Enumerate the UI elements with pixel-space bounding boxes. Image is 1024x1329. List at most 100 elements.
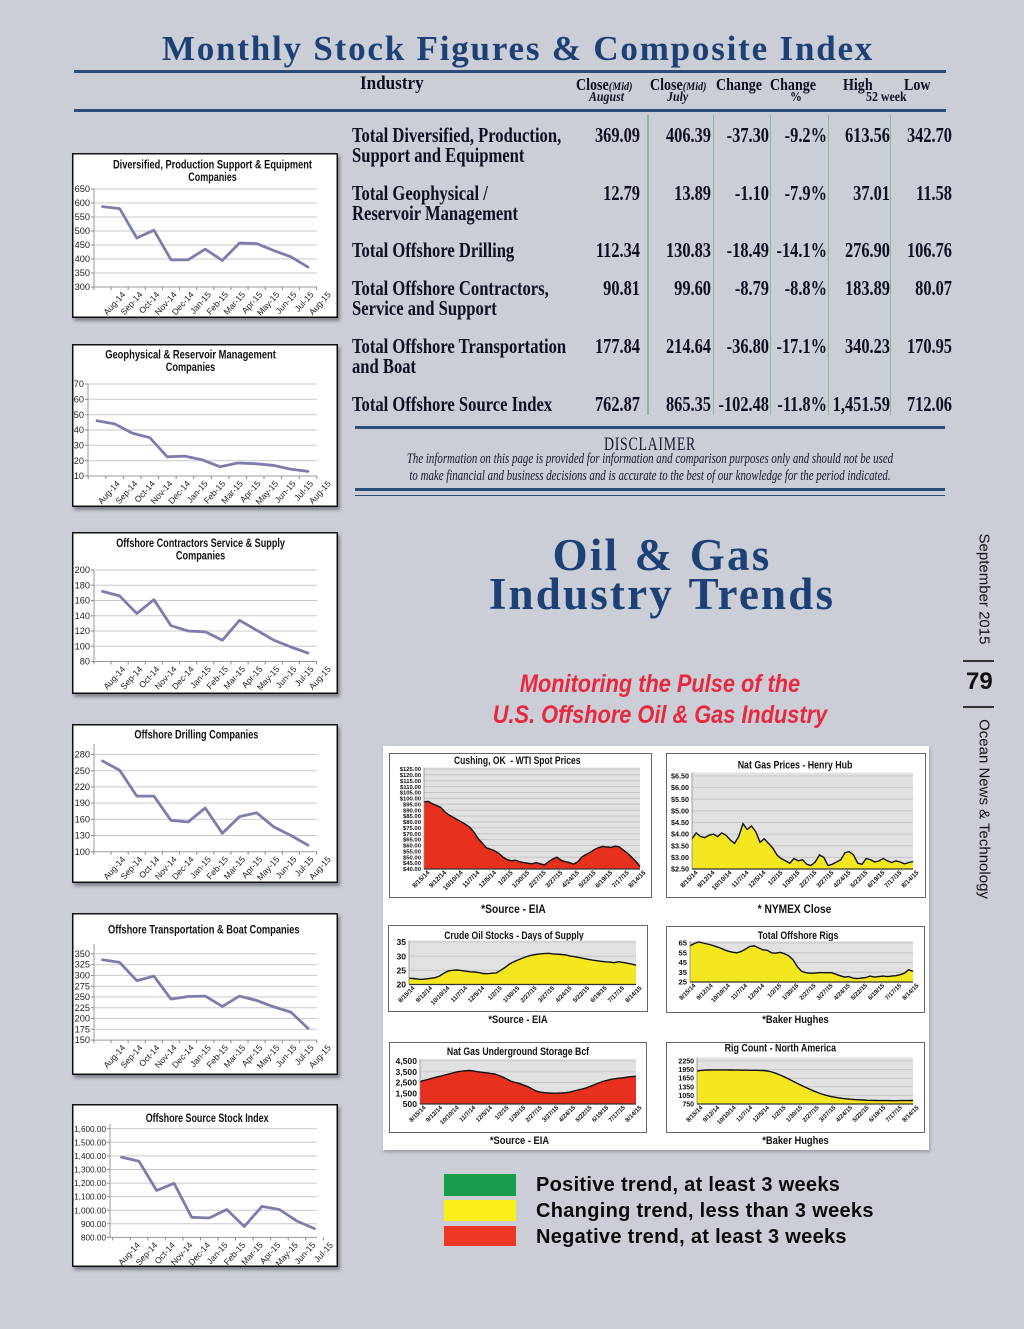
svg-text:160: 160	[75, 596, 90, 606]
svg-text:30: 30	[396, 951, 406, 961]
svg-text:180: 180	[75, 580, 90, 590]
svg-text:70: 70	[74, 379, 84, 389]
svg-text:200: 200	[75, 565, 90, 575]
svg-text:450: 450	[75, 240, 90, 250]
svg-text:Diversified, Production Suppor: Diversified, Production Support & Equipm…	[113, 160, 312, 172]
svg-text:$115.00: $115.00	[400, 779, 422, 785]
svg-text:Cushing, OK - WTI Spot Prices: Cushing, OK - WTI Spot Prices	[454, 755, 581, 767]
svg-text:20: 20	[74, 456, 84, 466]
svg-text:175: 175	[75, 1024, 90, 1034]
svg-text:35: 35	[396, 937, 406, 947]
svg-text:1050: 1050	[678, 1093, 694, 1100]
svg-text:$6.50: $6.50	[671, 772, 689, 781]
svg-text:300: 300	[75, 971, 90, 981]
svg-text:25: 25	[679, 978, 688, 987]
svg-text:$4.50: $4.50	[671, 818, 689, 827]
svg-text:Offshore Drilling Companies: Offshore Drilling Companies	[134, 729, 258, 741]
svg-text:100: 100	[75, 847, 90, 857]
svg-text:$70.00: $70.00	[403, 832, 422, 838]
svg-text:325: 325	[75, 960, 90, 970]
svg-text:$4.00: $4.00	[671, 830, 689, 839]
svg-text:280: 280	[75, 750, 90, 760]
svg-text:150: 150	[75, 1035, 90, 1045]
svg-text:$90.00: $90.00	[403, 808, 422, 814]
svg-text:350: 350	[75, 268, 90, 278]
svg-text:$40.00: $40.00	[403, 867, 422, 873]
svg-text:200: 200	[75, 1014, 90, 1024]
svg-text:Offshore Source Stock Index: Offshore Source Stock Index	[146, 1113, 269, 1125]
svg-text:750: 750	[682, 1102, 694, 1109]
svg-text:225: 225	[75, 1003, 90, 1013]
svg-text:Offshore Transportation & Boat: Offshore Transportation & Boat Companies	[108, 925, 300, 937]
svg-text:350: 350	[75, 949, 90, 959]
svg-text:1650: 1650	[678, 1076, 694, 1083]
svg-text:40: 40	[74, 425, 84, 435]
svg-text:10: 10	[74, 471, 84, 481]
svg-text:500: 500	[403, 1099, 418, 1109]
svg-text:65: 65	[679, 939, 688, 948]
svg-text:4,500: 4,500	[395, 1056, 417, 1066]
svg-text:Companies: Companies	[188, 172, 237, 184]
svg-text:1,100.00: 1,100.00	[74, 1193, 106, 1202]
svg-text:3,500: 3,500	[395, 1067, 417, 1077]
svg-text:$80.00: $80.00	[403, 820, 422, 826]
svg-text:Companies: Companies	[176, 550, 225, 562]
svg-text:$3.00: $3.00	[671, 853, 689, 862]
svg-text:60: 60	[74, 394, 84, 404]
svg-text:$6.00: $6.00	[671, 783, 689, 792]
svg-text:55: 55	[679, 948, 688, 957]
svg-text:1,400.00: 1,400.00	[74, 1152, 106, 1161]
svg-text:160: 160	[75, 814, 90, 824]
svg-text:$5.50: $5.50	[671, 795, 689, 804]
svg-text:Offshore Contractors Service &: Offshore Contractors Service & Supply	[116, 538, 285, 550]
svg-text:800.00: 800.00	[81, 1234, 106, 1243]
svg-text:1,500: 1,500	[395, 1088, 417, 1098]
svg-text:$105.00: $105.00	[400, 791, 422, 797]
svg-text:80: 80	[80, 657, 90, 667]
svg-text:900.00: 900.00	[81, 1220, 106, 1229]
svg-text:30: 30	[74, 440, 84, 450]
svg-text:$3.50: $3.50	[671, 841, 689, 850]
svg-text:120: 120	[75, 626, 90, 636]
svg-text:Geophysical & Reservoir Manage: Geophysical & Reservoir Management	[105, 349, 276, 361]
svg-text:1,000.00: 1,000.00	[74, 1206, 106, 1215]
svg-text:$5.00: $5.00	[671, 806, 689, 815]
svg-text:400: 400	[75, 254, 90, 264]
svg-text:1950: 1950	[678, 1067, 694, 1074]
svg-text:35: 35	[679, 968, 688, 977]
svg-text:Crude Oil Stocks - Days of Sup: Crude Oil Stocks - Days of Supply	[444, 930, 584, 942]
svg-text:Rig Count - North America: Rig Count - North America	[725, 1043, 837, 1055]
svg-text:$2.50: $2.50	[671, 865, 689, 874]
svg-text:Companies: Companies	[166, 362, 215, 374]
svg-text:$55.00: $55.00	[403, 849, 422, 855]
svg-text:20: 20	[396, 980, 406, 990]
svg-text:2250: 2250	[678, 1059, 694, 1066]
svg-text:50: 50	[74, 410, 84, 420]
svg-text:45: 45	[679, 958, 688, 967]
svg-text:Nat Gas Prices - Henry Hub: Nat Gas Prices - Henry Hub	[738, 759, 853, 771]
svg-text:100: 100	[75, 641, 90, 651]
svg-text:2,500: 2,500	[395, 1078, 417, 1088]
svg-text:1,300.00: 1,300.00	[74, 1166, 106, 1175]
svg-text:25: 25	[396, 965, 406, 975]
svg-text:130: 130	[75, 831, 90, 841]
svg-text:Total Offshore Rigs: Total Offshore Rigs	[758, 930, 839, 942]
svg-text:$125.00: $125.00	[400, 767, 422, 773]
svg-text:1,200.00: 1,200.00	[74, 1179, 106, 1188]
svg-text:275: 275	[75, 981, 90, 991]
svg-text:250: 250	[75, 992, 90, 1002]
svg-text:250: 250	[75, 766, 90, 776]
svg-text:140: 140	[75, 611, 90, 621]
svg-text:$75.00: $75.00	[403, 826, 422, 832]
svg-text:220: 220	[75, 782, 90, 792]
svg-text:$110.00: $110.00	[400, 785, 422, 791]
svg-text:$85.00: $85.00	[403, 814, 422, 820]
svg-text:$60.00: $60.00	[403, 844, 422, 850]
svg-text:$45.00: $45.00	[403, 861, 422, 867]
svg-text:$95.00: $95.00	[403, 802, 422, 808]
svg-text:500: 500	[75, 226, 90, 236]
svg-text:190: 190	[75, 798, 90, 808]
svg-text:$100.00: $100.00	[400, 797, 422, 803]
svg-text:1,500.00: 1,500.00	[74, 1138, 106, 1147]
svg-text:600: 600	[75, 198, 90, 208]
